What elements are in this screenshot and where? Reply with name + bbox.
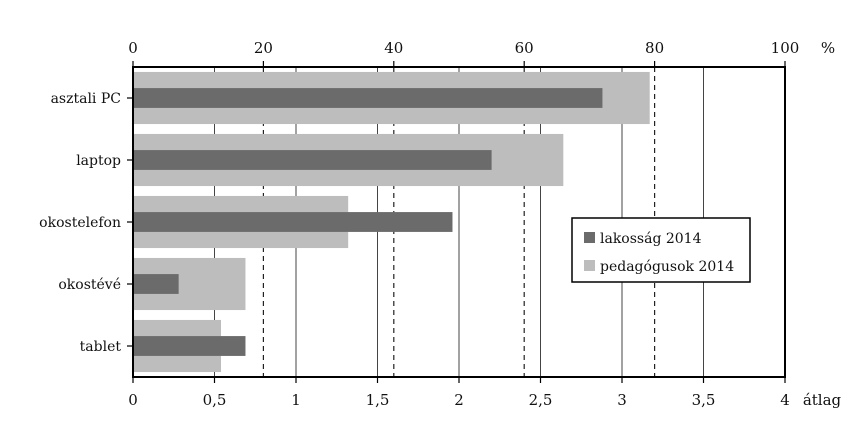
legend-box [571, 217, 751, 283]
top-tick-label: 80 [645, 39, 664, 57]
top-tick-label: 40 [384, 39, 403, 57]
bottom-tick-label: 0 [128, 391, 138, 409]
bars [133, 71, 650, 373]
bottom-tick-label: 2 [454, 391, 464, 409]
top-tick-label: 100 [771, 39, 800, 57]
bottom-axis: 0 0,5 1 1,5 2 2,5 3 3,5 4 [128, 377, 790, 409]
bottom-tick-label: 4 [780, 391, 790, 409]
bar-lakossag [133, 336, 246, 356]
category-label: okostelefon [39, 215, 121, 231]
bottom-tick-label: 0,5 [203, 391, 227, 409]
legend-label-lakossag: lakosság 2014 [600, 231, 702, 247]
bar-lakossag [133, 212, 453, 232]
category-label: asztali PC [51, 91, 121, 107]
bottom-tick-label: 1,5 [366, 391, 390, 409]
top-axis-label: % [821, 39, 835, 57]
category-label: okostévé [58, 277, 121, 293]
bottom-axis-label: átlag [803, 391, 842, 409]
category-axis: asztali PC laptop okostelefon okostévé table… [39, 91, 133, 355]
bottom-tick-label: 1 [291, 391, 301, 409]
bar-lakossag [133, 88, 603, 108]
bar-lakossag [133, 150, 492, 170]
top-axis: 0 20 40 60 80 100 [128, 39, 799, 67]
category-label: laptop [76, 153, 121, 169]
bottom-tick-label: 2,5 [529, 391, 553, 409]
top-tick-label: 60 [515, 39, 534, 57]
bottom-tick-label: 3 [617, 391, 627, 409]
legend-label-pedagogusok: pedagógusok 2014 [600, 259, 734, 275]
legend-swatch-pedagogusok [584, 260, 595, 271]
legend: lakosság 2014 pedagógusok 2014 [571, 217, 751, 283]
top-tick-label: 20 [254, 39, 273, 57]
category-label: tablet [80, 339, 122, 355]
bar-lakossag [133, 274, 179, 294]
bottom-tick-label: 3,5 [692, 391, 716, 409]
top-tick-label: 0 [128, 39, 138, 57]
legend-swatch-lakossag [584, 232, 595, 243]
